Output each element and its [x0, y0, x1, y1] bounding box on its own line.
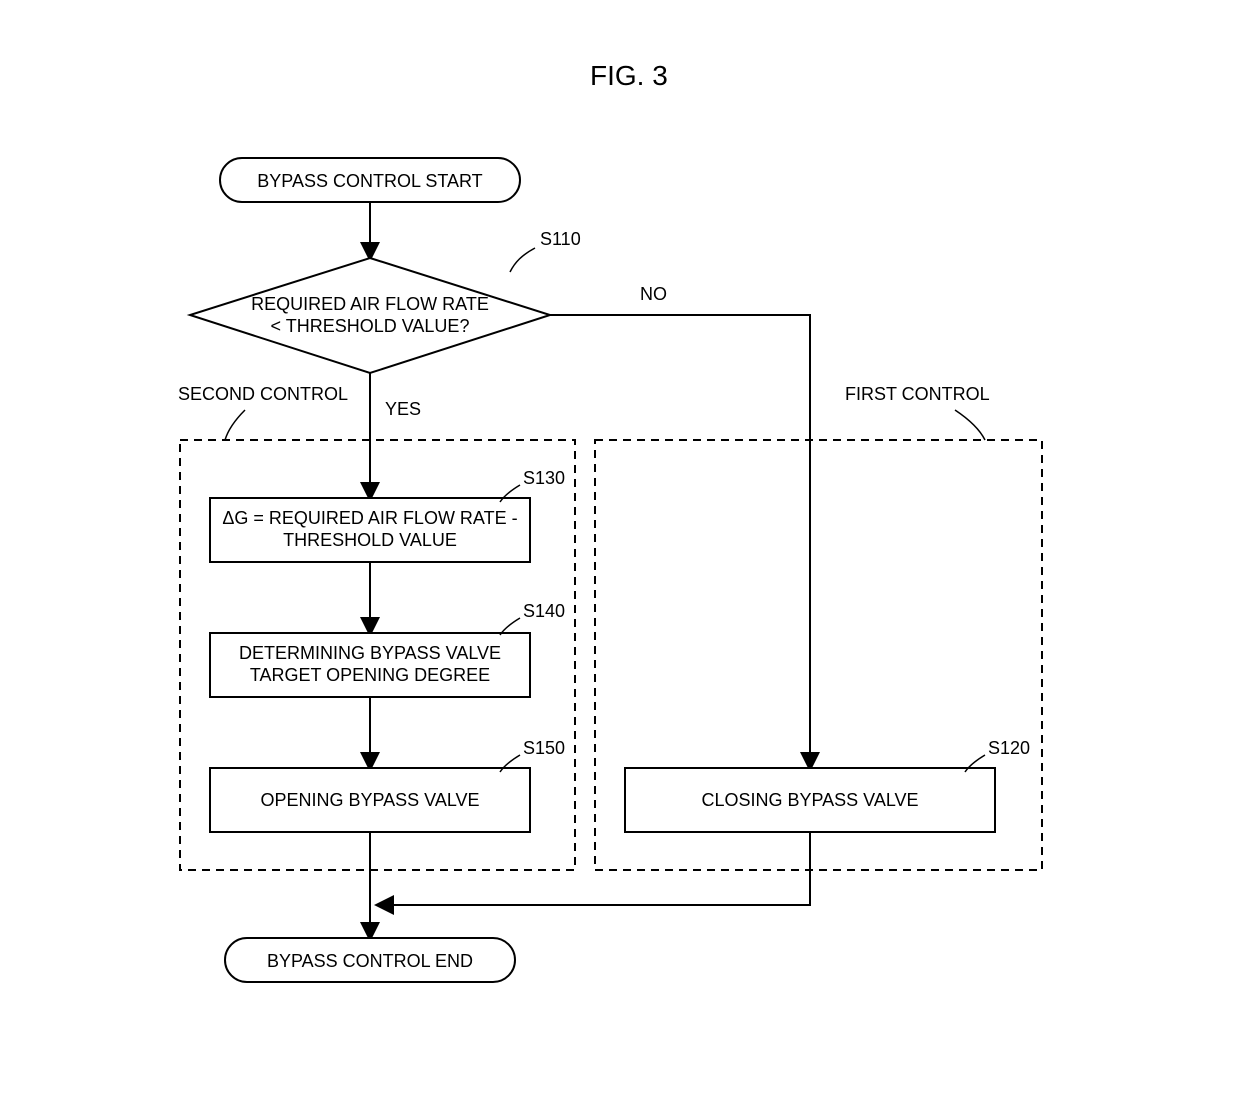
s140-line1: DETERMINING BYPASS VALVE [239, 643, 501, 663]
decision-line2: < THRESHOLD VALUE? [271, 316, 470, 336]
end-label: BYPASS CONTROL END [267, 951, 473, 971]
s130-line1: ΔG = REQUIRED AIR FLOW RATE - [222, 508, 517, 528]
first-control-leader [955, 410, 985, 440]
second-control-leader [225, 410, 245, 440]
start-label: BYPASS CONTROL START [257, 171, 482, 191]
s130-line2: THRESHOLD VALUE [283, 530, 457, 550]
edge-decision-s120 [550, 315, 810, 768]
s120-step: S120 [988, 738, 1030, 758]
decision-line1: REQUIRED AIR FLOW RATE [251, 294, 489, 314]
s150-label: OPENING BYPASS VALVE [260, 790, 479, 810]
s120-label: CLOSING BYPASS VALVE [701, 790, 918, 810]
s140-line2: TARGET OPENING DEGREE [250, 665, 490, 685]
first-control-label: FIRST CONTROL [845, 384, 990, 404]
no-label: NO [640, 284, 667, 304]
second-control-label: SECOND CONTROL [178, 384, 348, 404]
s150-step: S150 [523, 738, 565, 758]
s110-label: S110 [540, 229, 581, 249]
s140-step: S140 [523, 601, 565, 621]
s130-step: S130 [523, 468, 565, 488]
yes-label: YES [385, 399, 421, 419]
flowchart-canvas: SECOND CONTROL FIRST CONTROL BYPASS CONT… [0, 0, 1240, 1104]
s110-leader [510, 248, 535, 272]
